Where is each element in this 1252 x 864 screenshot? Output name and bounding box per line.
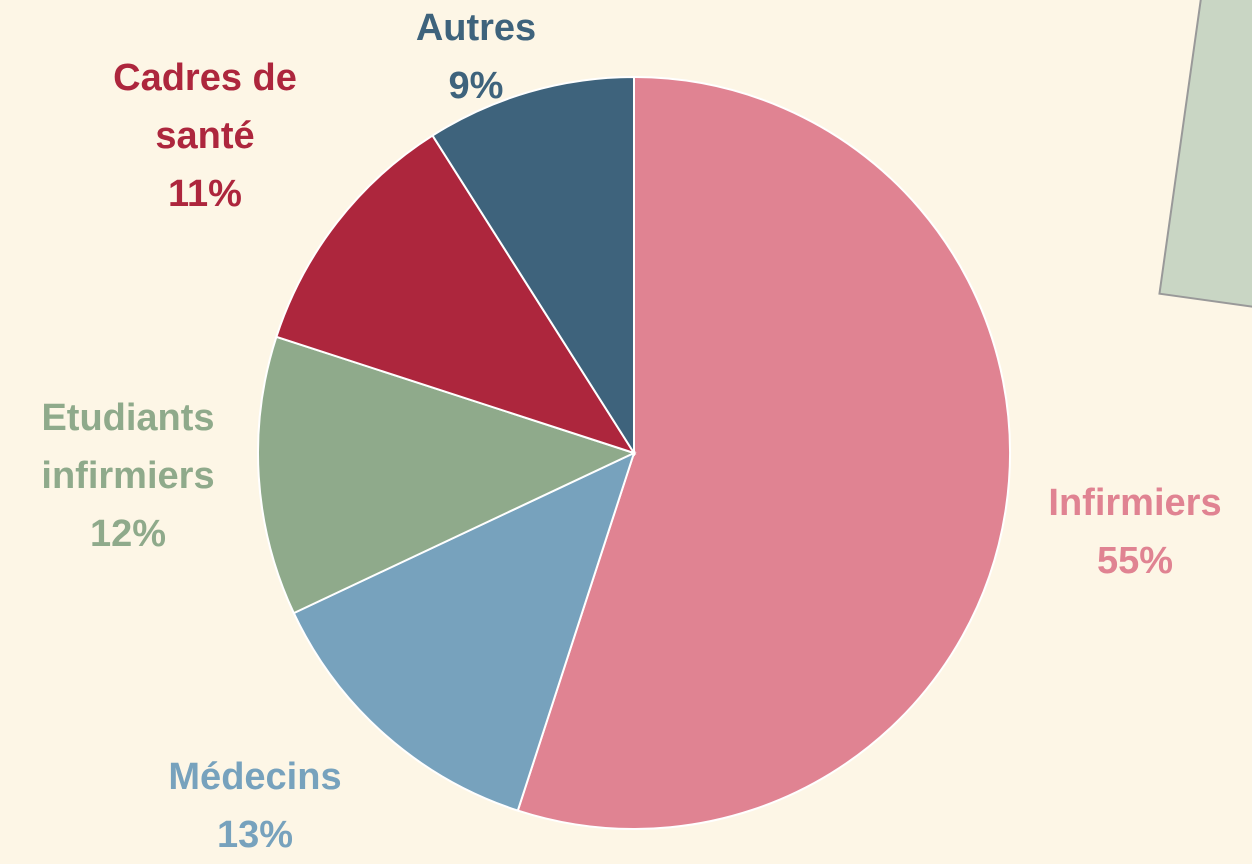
value-label: 9% (376, 57, 576, 115)
page: Infirmiers55%Médecins13%Etudiants infirm… (0, 0, 1252, 856)
photo (1159, 0, 1252, 309)
category-label: Infirmiers (1005, 474, 1252, 532)
category-label: Etudiants infirmiers (13, 389, 243, 505)
photo-decoration (1159, 0, 1252, 309)
value-label: 11% (80, 165, 330, 223)
category-label: Médecins (125, 748, 385, 806)
value-label: 12% (13, 505, 243, 563)
value-label: 55% (1005, 532, 1252, 590)
category-label: Cadres de santé (80, 49, 330, 165)
category-label: Autres (376, 0, 576, 57)
value-label: 13% (125, 806, 385, 864)
